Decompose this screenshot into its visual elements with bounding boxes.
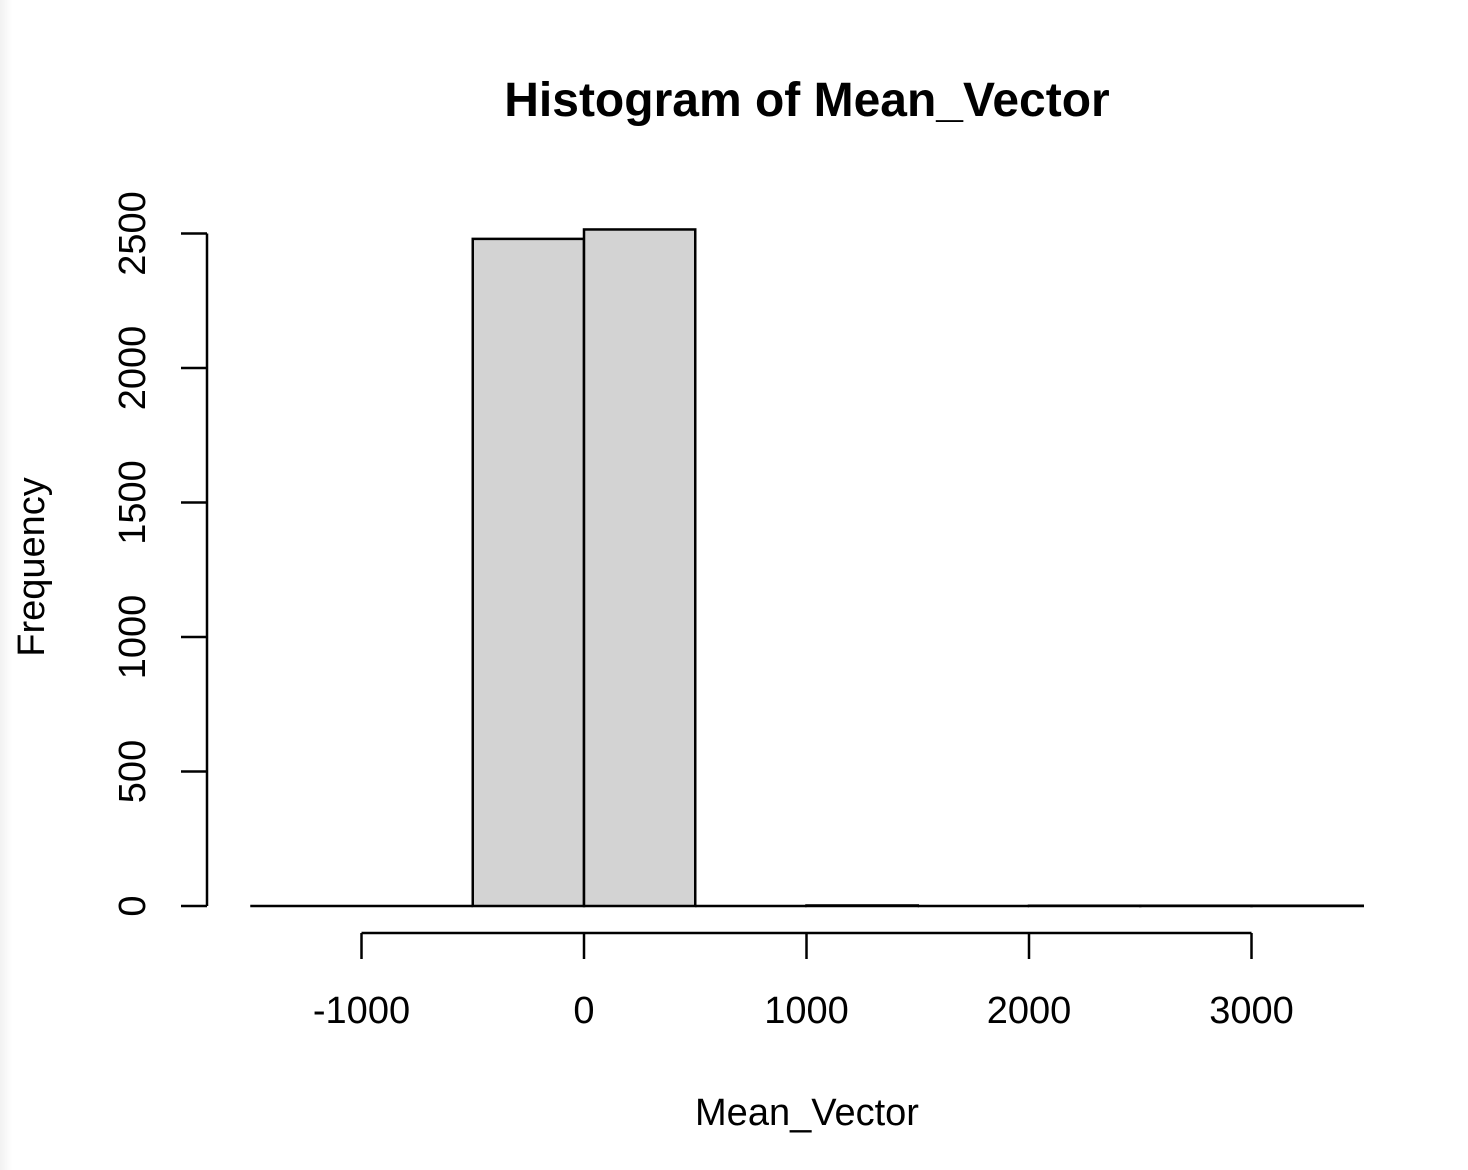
x-axis: -1000 0 1000 2000 3000 <box>313 931 1294 1032</box>
x-tick-label: 0 <box>573 990 594 1032</box>
histogram-bar <box>805 904 919 908</box>
y-axis: 0 500 1000 1500 2000 2500 <box>112 191 209 917</box>
bars-layer <box>250 228 1364 908</box>
y-axis-label: Frequency <box>11 477 53 657</box>
x-tick-label: -1000 <box>313 990 410 1032</box>
histogram-bar <box>471 237 586 908</box>
x-tick-label: 2000 <box>987 990 1072 1032</box>
x-axis-label: Mean_Vector <box>695 1092 919 1134</box>
chart-title: Histogram of Mean_Vector <box>504 74 1109 127</box>
x-tick-label: 1000 <box>764 990 849 1032</box>
y-tick-label: 2500 <box>112 191 154 276</box>
x-tick-label: 3000 <box>1209 990 1294 1032</box>
y-tick-label: 1500 <box>112 460 154 545</box>
histogram-bar <box>582 228 697 908</box>
window-edge-shadow <box>0 0 12 1170</box>
y-tick-label: 500 <box>112 740 154 803</box>
y-tick-label: 1000 <box>112 595 154 680</box>
y-tick-label: 2000 <box>112 326 154 411</box>
y-tick-label: 0 <box>112 895 154 916</box>
